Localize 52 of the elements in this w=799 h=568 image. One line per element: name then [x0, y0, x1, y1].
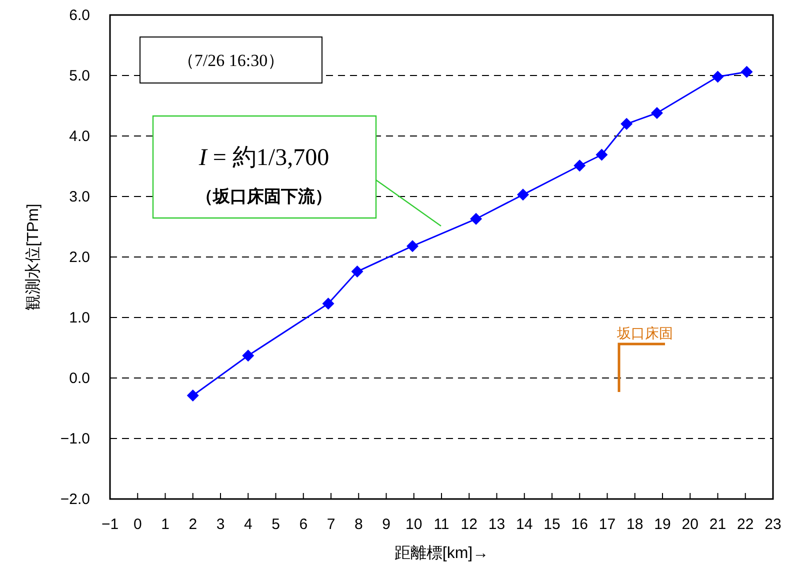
y-tick-label: 0.0	[69, 370, 90, 387]
y-tick-label: −2.0	[60, 491, 90, 508]
y-tick-label: 4.0	[69, 128, 90, 145]
x-tick-label: 18	[626, 516, 644, 533]
point	[351, 266, 364, 278]
x-tick-label: 0	[133, 516, 142, 533]
y-tick-label: −1.0	[60, 430, 90, 448]
x-tick-label: 17	[598, 516, 616, 533]
x-tick-label: 12	[460, 516, 478, 533]
point	[650, 107, 663, 120]
point	[516, 188, 529, 201]
point	[712, 70, 724, 83]
x-tick-label: 15	[544, 516, 560, 533]
point	[406, 240, 418, 252]
x-tick-label: 14	[516, 516, 533, 533]
point	[620, 118, 633, 130]
point	[596, 148, 608, 161]
point	[574, 160, 586, 172]
x-tick-label: 3	[216, 516, 225, 533]
x-tick-label: 19	[654, 516, 671, 533]
x-tick-label: 22	[737, 516, 754, 533]
x-tick-label: 2	[188, 516, 198, 533]
x-tick-label: 4	[244, 516, 252, 533]
annotation: I = 約1/3,700 （坂口床固下流）	[196, 145, 332, 206]
y-tick-label: 3.0	[69, 188, 90, 206]
x-tick-label: 20	[682, 516, 698, 533]
x-tick-label: 16	[571, 516, 588, 533]
x-tick-label: 9	[382, 516, 390, 533]
x-tick-label: 11	[434, 516, 450, 533]
x-tick-label: 1	[161, 516, 170, 533]
x-tick-label: 13	[488, 516, 506, 533]
point	[470, 212, 482, 225]
point	[242, 350, 254, 362]
x-axis-title: 距離標[km]→	[394, 544, 489, 562]
y-tick-label: 6.0	[69, 7, 90, 24]
point	[740, 66, 753, 78]
x-tick-label: 21	[709, 516, 726, 533]
x-tick-label: 7	[326, 516, 336, 533]
x-tick-label: 23	[764, 516, 782, 533]
y-tick-label: 5.0	[69, 68, 90, 84]
y-tick-label: 1.0	[69, 310, 90, 326]
y-axis-title: 観測水位[TPm]	[24, 204, 42, 310]
annotation: 坂口床固	[616, 325, 673, 341]
x-tick-label: 10	[406, 516, 422, 533]
x-tick-label: 6	[299, 516, 308, 533]
x-tick-label: 5	[272, 516, 280, 533]
point	[322, 298, 334, 310]
annotation: （7/26 16:30）	[177, 51, 285, 70]
x-tick-label: 8	[354, 516, 363, 533]
y-tick-label: 2.0	[69, 249, 90, 266]
x-tick-label: −1	[101, 516, 119, 533]
point	[186, 390, 199, 402]
